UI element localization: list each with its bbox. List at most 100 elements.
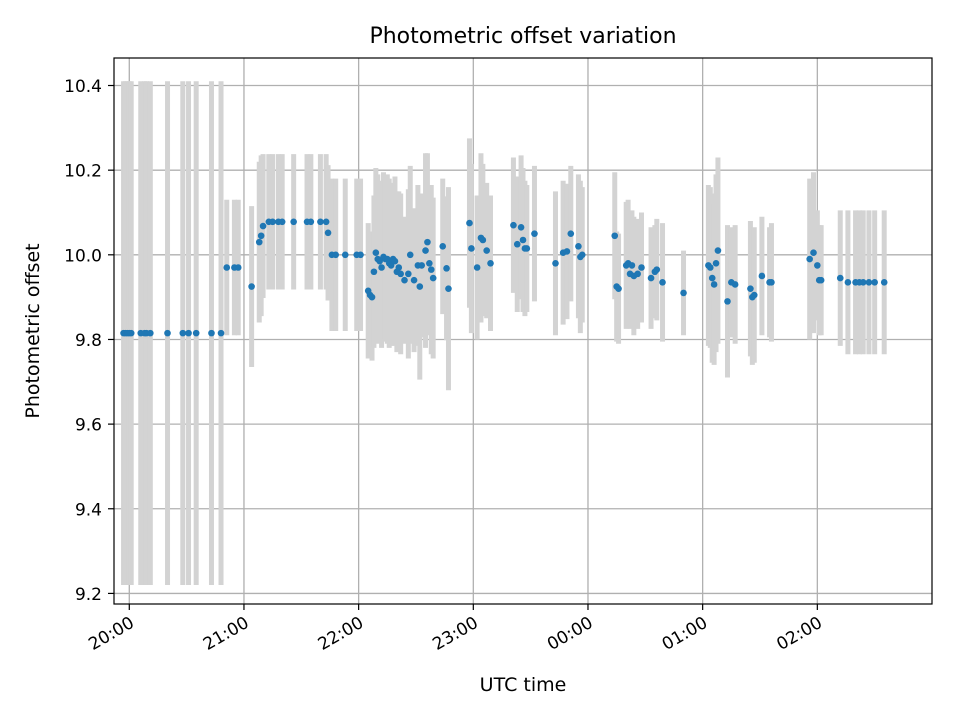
data-point [731,281,739,288]
data-point [307,218,315,226]
data-point [714,247,722,254]
data-point [185,329,192,337]
data-point [445,285,452,292]
data-point [578,251,586,259]
data-point [466,219,473,227]
data-point [859,279,867,286]
data-point [405,270,412,278]
data-point [290,218,297,226]
data-point [659,279,666,286]
data-point [164,329,171,337]
data-point [680,289,687,297]
data-point [341,251,349,259]
data-point [552,259,559,267]
data-point [416,283,424,290]
data-point [234,264,242,271]
x-axis-label: UTC time [480,674,567,696]
data-point [368,293,376,301]
data-point [747,285,754,292]
chart-title: Photometric offset variation [369,24,676,49]
data-point [750,291,758,299]
data-point [324,229,332,237]
data-point [817,276,825,284]
data-point [628,262,636,269]
data-point [192,329,200,337]
data-point [370,268,378,276]
data-point [468,245,475,252]
data-point [443,265,450,272]
data-point [278,218,286,226]
data-point [615,285,622,292]
data-point [575,243,582,250]
data-point [406,251,414,259]
data-point [483,247,490,254]
data-point [487,259,494,267]
data-point [387,262,395,269]
data-point [523,245,531,252]
data-point [836,274,844,282]
data-point [427,266,435,273]
data-point [248,283,255,290]
data-point [653,266,661,273]
data-point [147,329,154,337]
data-point [269,218,276,226]
y-axis-ticks: 9.2 9.4 9.6 9.8 10.0 10.2 10.4 [64,77,114,605]
data-point [473,264,481,271]
data-point [223,264,231,271]
y-axis-label: Photometric offset [22,243,44,418]
data-point [531,230,538,237]
data-point [401,276,408,284]
data-point [724,298,731,305]
data-point [317,218,324,226]
data-point [768,279,775,286]
data-point [638,264,645,271]
plot-frame [113,57,933,605]
data-point [259,222,267,230]
data-point [376,257,383,265]
data-point [513,240,521,248]
data-point [479,236,487,244]
data-point [510,221,517,229]
y-tick-label: 9.2 [75,585,102,605]
data-point [710,281,718,288]
data-point [397,270,404,278]
y-tick-label: 9.4 [75,500,102,520]
data-point [418,262,426,269]
data-point [410,276,418,284]
data-point [712,259,720,267]
data-point [424,238,431,246]
data-point [706,264,714,271]
data-point [429,274,437,282]
y-tick-label: 9.6 [75,416,102,436]
data-point [611,232,619,240]
data-point [806,255,813,263]
data-point [880,279,888,286]
data-point [519,236,527,244]
data-point [179,329,187,337]
data-point [871,279,878,286]
data-point [322,218,330,226]
data-point [395,264,403,271]
data-point [208,329,215,337]
data-point [567,230,575,237]
data-point [255,238,263,246]
data-point [647,274,655,282]
data-point [865,279,873,286]
data-point [378,264,385,271]
data-point [127,329,135,337]
y-tick-label: 10.4 [64,77,102,97]
data-point [439,243,447,250]
data-point [357,251,364,259]
data-point [391,257,399,265]
data-point [426,259,433,267]
data-points [120,218,888,337]
y-tick-label: 9.8 [75,331,102,351]
data-point [634,270,641,278]
data-point [257,232,265,240]
data-point [372,249,380,256]
y-tick-label: 10.2 [64,162,102,182]
data-point [332,251,340,259]
data-point [758,272,766,280]
